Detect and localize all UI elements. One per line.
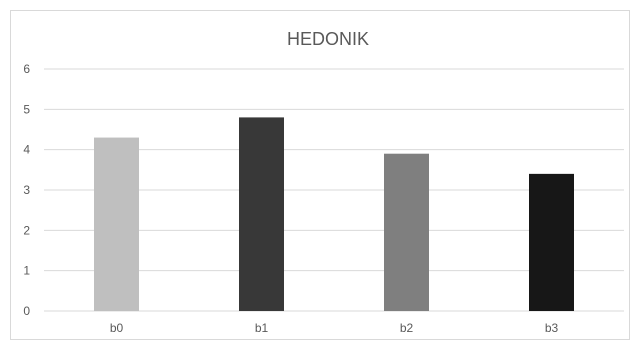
x-tick-label-b0: b0	[110, 321, 124, 335]
bar-b2	[384, 153, 429, 311]
bar-b3	[529, 173, 574, 311]
x-tick-label-b2: b2	[400, 321, 414, 335]
chart-title: HEDONIK	[287, 29, 369, 49]
y-axis-ticks: 0 1 2 3 4 5 6	[23, 62, 30, 318]
y-tick-label-1: 1	[23, 264, 30, 278]
x-tick-label-b1: b1	[255, 321, 269, 335]
gridlines	[44, 68, 624, 312]
bar-b1	[239, 117, 284, 312]
bar-b0	[94, 137, 139, 311]
y-tick-label-2: 2	[23, 223, 30, 237]
y-tick-label-4: 4	[23, 143, 30, 157]
y-tick-label-6: 6	[23, 62, 30, 76]
y-tick-label-0: 0	[23, 304, 30, 318]
x-axis-ticks: b0 b1 b2 b3	[110, 321, 559, 335]
y-tick-label-3: 3	[23, 183, 30, 197]
y-tick-label-5: 5	[23, 102, 30, 116]
x-tick-label-b3: b3	[545, 321, 559, 335]
bars	[94, 117, 574, 312]
